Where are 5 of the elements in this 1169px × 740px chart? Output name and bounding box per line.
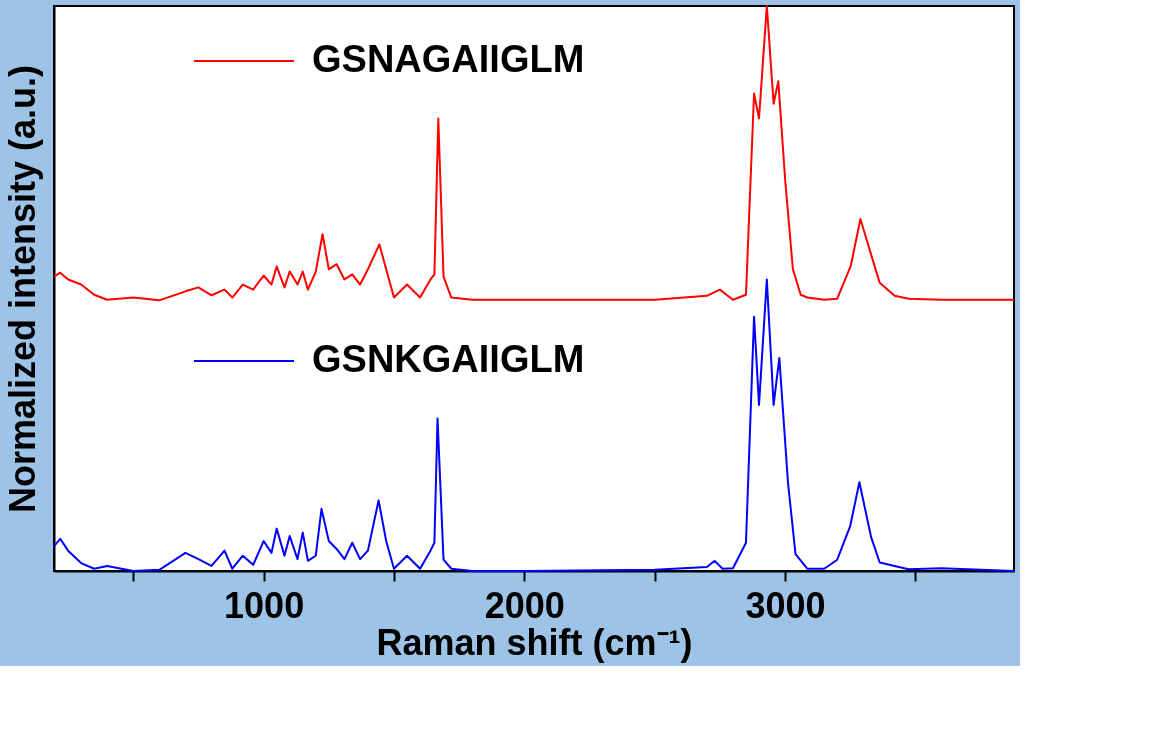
y-axis-title: Normalized intensity (a.u.) — [1, 64, 43, 514]
legend-label: GSNKGAIIGLM — [312, 338, 585, 380]
x-tick-label: 1000 — [224, 584, 305, 626]
x-tick-label: 3000 — [745, 584, 826, 626]
legend-label: GSNAGAIIGLM — [312, 38, 585, 80]
